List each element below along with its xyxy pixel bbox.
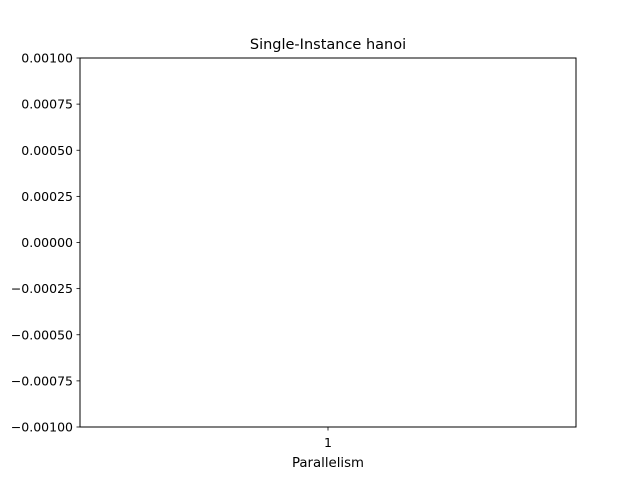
- y-tick-label: 0.00000: [21, 235, 73, 250]
- y-tick-label: −0.00025: [11, 281, 73, 296]
- x-axis-label: Parallelism: [292, 456, 364, 471]
- chart-title: Single-Instance hanoi: [250, 37, 406, 53]
- y-axis-ticks: −0.00100 −0.00075 −0.00050 −0.00025 0.00000 0…: [11, 51, 80, 435]
- y-tick-label: 0.00025: [21, 189, 73, 204]
- y-tick-label: 0.00100: [21, 51, 73, 66]
- x-tick-label: 1: [324, 435, 332, 450]
- y-tick-label: 0.00075: [21, 97, 73, 112]
- y-tick-label: −0.00100: [11, 420, 73, 435]
- x-axis-ticks: 1: [324, 427, 332, 450]
- y-tick-label: 0.00050: [21, 143, 73, 158]
- plot-area-frame: [79, 57, 577, 428]
- y-tick-label: −0.00075: [11, 373, 73, 388]
- y-tick-label: −0.00050: [11, 327, 73, 342]
